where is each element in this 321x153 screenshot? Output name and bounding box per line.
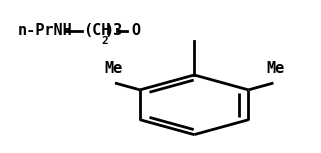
Text: Me: Me [104, 61, 123, 76]
Text: n-PrNH: n-PrNH [18, 23, 73, 38]
Text: O: O [131, 23, 140, 38]
Text: Me: Me [266, 61, 284, 76]
Text: )3: )3 [105, 23, 123, 38]
Text: 2: 2 [101, 36, 108, 46]
Text: (CH: (CH [83, 23, 110, 38]
